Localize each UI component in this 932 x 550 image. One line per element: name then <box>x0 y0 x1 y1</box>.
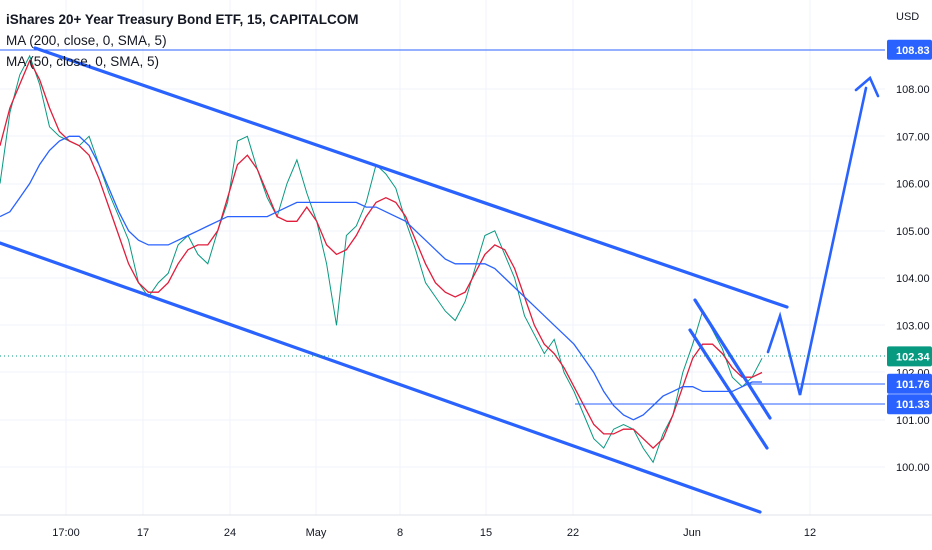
y-tick-label: 106.00 <box>896 179 930 191</box>
y-tick-label: 103.00 <box>896 320 930 332</box>
wedge-upper-line <box>693 298 772 420</box>
ma50-legend: MA (50, close, 0, SMA, 5) <box>6 54 160 69</box>
svg-text:102.34: 102.34 <box>896 351 931 363</box>
price-tag: 108.83 <box>887 39 932 60</box>
currency-label: USD <box>896 11 919 23</box>
price-tag: 101.76 <box>887 373 932 394</box>
y-tick-label: 104.00 <box>896 273 930 285</box>
time-axis[interactable]: 17:00 17 24 May 8 15 22 Jun 12 <box>0 514 932 539</box>
price-tag: 102.34 <box>887 346 932 367</box>
x-tick-label: 17:00 <box>52 527 80 539</box>
legend: iShares 20+ Year Treasury Bond ETF, 15, … <box>6 9 359 72</box>
x-tick-label: 12 <box>804 527 816 539</box>
series-price <box>0 54 763 464</box>
x-tick-label: 8 <box>397 527 403 539</box>
y-tick-label: 101.00 <box>896 415 930 427</box>
svg-text:101.76: 101.76 <box>896 379 930 391</box>
chart-title: iShares 20+ Year Treasury Bond ETF, 15, … <box>6 12 359 27</box>
projection-path <box>766 86 868 396</box>
svg-text:101.33: 101.33 <box>896 399 930 411</box>
x-tick-labels: 17:00 17 24 May 8 15 22 Jun 12 <box>52 527 816 539</box>
projection-arrowhead <box>854 75 880 98</box>
series-ma200 <box>0 135 762 421</box>
svg-text:108.83: 108.83 <box>896 45 930 57</box>
y-tick-label: 107.00 <box>896 131 930 143</box>
price-axis[interactable]: USD 100.00101.00102.00103.00104.00105.00… <box>887 11 932 474</box>
channel-upper-line <box>33 46 789 309</box>
y-tick-label: 108.00 <box>896 84 930 96</box>
channel-lower-line <box>0 241 762 514</box>
x-tick-label: May <box>306 527 327 539</box>
y-tick-labels: 100.00101.00102.00103.00104.00105.00106.… <box>896 84 930 474</box>
x-tick-label: 17 <box>137 527 149 539</box>
price-tag: 101.33 <box>887 394 932 415</box>
horizontal-grid <box>0 88 885 468</box>
x-tick-label: Jun <box>683 527 701 539</box>
vertical-grid <box>65 0 811 515</box>
x-tick-label: 24 <box>224 527 236 539</box>
wedge-lower-line <box>688 328 769 450</box>
series-layer <box>0 54 763 464</box>
x-tick-label: 15 <box>480 527 492 539</box>
series-ma50 <box>0 59 763 449</box>
x-tick-label: 22 <box>567 527 579 539</box>
price-tags: 108.83 102.34 101.76 101.33 <box>887 39 932 415</box>
y-tick-label: 105.00 <box>896 226 930 238</box>
ma200-legend: MA (200, close, 0, SMA, 5) <box>6 33 167 48</box>
trendline-drawings <box>0 46 880 514</box>
y-tick-label: 100.00 <box>896 462 930 474</box>
level-lines <box>0 49 885 405</box>
